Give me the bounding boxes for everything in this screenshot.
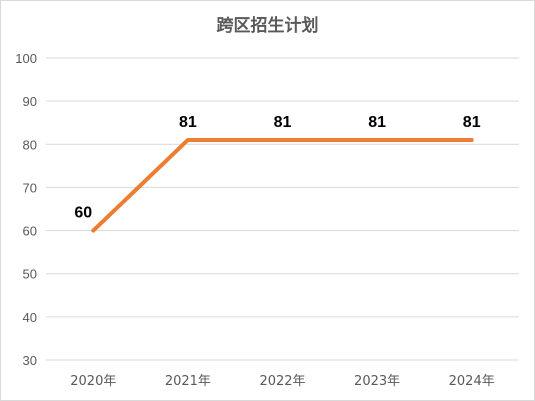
data-label: 81: [274, 114, 292, 131]
y-tick-label: 80: [23, 137, 37, 152]
y-tick-label: 100: [15, 51, 37, 66]
x-tick-label: 2023年: [354, 374, 400, 389]
x-tick-label: 2022年: [259, 374, 305, 389]
x-tick-label: 2024年: [449, 374, 495, 389]
y-tick-label: 60: [23, 224, 37, 239]
gridlines: [46, 57, 519, 361]
y-axis-ticks: 30 40 50 60 70 80 90 100: [15, 51, 37, 368]
data-label: 60: [74, 205, 92, 222]
y-tick-label: 70: [23, 180, 37, 195]
series-layer: [91, 137, 474, 233]
y-tick-label: 90: [23, 94, 37, 109]
x-tick-label: 2021年: [165, 374, 211, 389]
data-label: 81: [463, 114, 481, 131]
x-tick-label: 2020年: [70, 374, 116, 389]
y-tick-label: 40: [23, 310, 37, 325]
y-tick-label: 50: [23, 267, 37, 282]
data-labels: 60 81 81 81 81: [74, 114, 480, 222]
x-axis-ticks: 2020年 2021年 2022年 2023年 2024年: [70, 374, 494, 389]
data-label: 81: [179, 114, 197, 131]
series-line: [91, 137, 474, 233]
data-label: 81: [368, 114, 386, 131]
chart-title: 跨区招生计划: [216, 16, 319, 36]
y-tick-label: 30: [23, 353, 37, 368]
